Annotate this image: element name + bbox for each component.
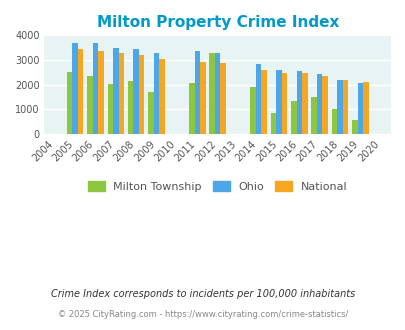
Bar	[118, 53, 124, 134]
Bar	[67, 72, 72, 134]
Text: Crime Index corresponds to incidents per 100,000 inhabitants: Crime Index corresponds to incidents per…	[51, 289, 354, 299]
Bar	[98, 51, 103, 134]
Bar	[255, 64, 261, 134]
Bar	[153, 53, 159, 134]
Bar	[362, 82, 368, 134]
Bar	[113, 49, 118, 134]
Bar	[133, 49, 139, 134]
Bar	[189, 83, 194, 134]
Bar	[342, 81, 347, 134]
Bar	[72, 43, 78, 134]
Bar	[215, 53, 220, 134]
Bar	[209, 53, 215, 134]
Bar	[275, 70, 281, 134]
Bar	[311, 97, 316, 134]
Bar	[337, 80, 342, 134]
Bar	[148, 92, 153, 134]
Text: © 2025 CityRating.com - https://www.cityrating.com/crime-statistics/: © 2025 CityRating.com - https://www.city…	[58, 310, 347, 319]
Title: Milton Property Crime Index: Milton Property Crime Index	[96, 15, 338, 30]
Bar	[270, 113, 275, 134]
Bar	[107, 83, 113, 134]
Bar	[128, 82, 133, 134]
Bar	[92, 43, 98, 134]
Bar	[281, 73, 286, 134]
Legend: Milton Township, Ohio, National: Milton Township, Ohio, National	[83, 177, 351, 196]
Bar	[301, 74, 307, 134]
Bar	[290, 101, 296, 134]
Bar	[139, 55, 144, 134]
Bar	[194, 51, 200, 134]
Bar	[322, 76, 327, 134]
Bar	[78, 50, 83, 134]
Bar	[316, 74, 322, 134]
Bar	[220, 63, 226, 134]
Bar	[159, 59, 164, 134]
Bar	[249, 87, 255, 134]
Bar	[261, 70, 266, 134]
Bar	[351, 120, 357, 134]
Bar	[331, 109, 337, 134]
Bar	[296, 71, 301, 134]
Bar	[87, 76, 92, 134]
Bar	[357, 83, 362, 134]
Bar	[200, 62, 205, 134]
